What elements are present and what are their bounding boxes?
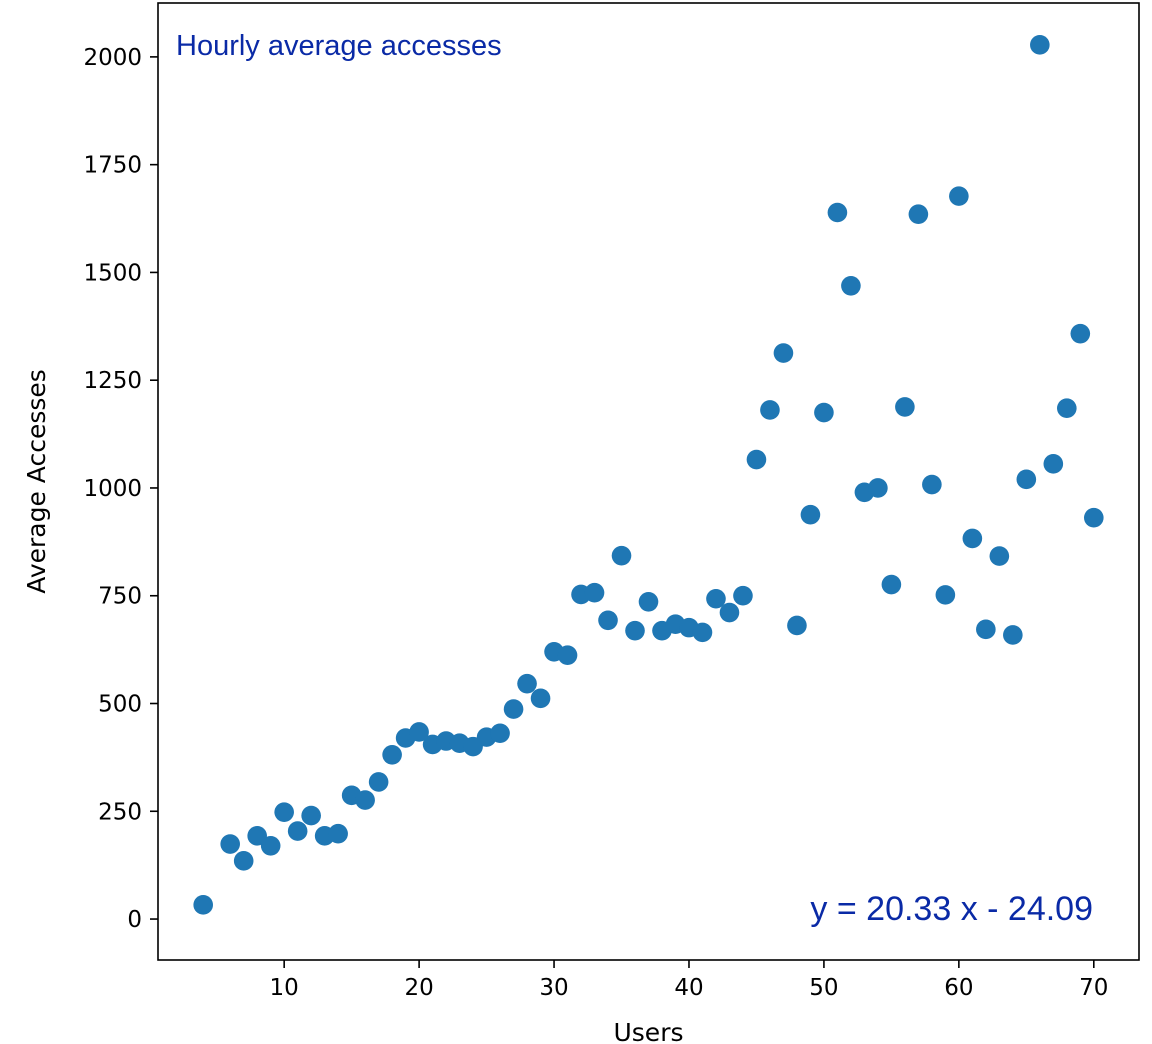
data-point	[503, 699, 524, 719]
data-point	[193, 895, 214, 915]
x-axis-label: Users	[613, 1018, 683, 1044]
data-point	[760, 400, 780, 420]
data-point	[1003, 625, 1023, 645]
data-point	[868, 478, 888, 498]
plot-frame	[157, 2, 1140, 961]
data-point	[895, 397, 915, 417]
y-tick-label: 1000	[83, 476, 142, 502]
y-axis-ticks: 0 250 500 750 1000 1250 1500 1750 2000	[83, 45, 158, 933]
data-point	[598, 610, 618, 631]
data-point	[517, 673, 537, 694]
data-point	[692, 622, 713, 643]
y-tick-label: 250	[98, 799, 142, 825]
data-point	[773, 343, 794, 363]
data-point	[962, 528, 983, 549]
data-point	[328, 823, 348, 844]
y-tick-label: 1750	[83, 153, 142, 179]
chart-annotation-top-left: Hourly average accesses	[176, 30, 502, 62]
data-point	[611, 545, 632, 566]
data-point	[301, 805, 321, 826]
data-point	[557, 645, 578, 666]
data-point	[949, 186, 969, 206]
data-point	[922, 474, 942, 495]
data-point	[490, 723, 510, 744]
data-point	[827, 202, 848, 223]
data-point	[233, 851, 254, 871]
data-point	[976, 619, 996, 640]
x-tick-label: 30	[539, 975, 568, 1001]
data-point	[908, 204, 929, 225]
data-point	[530, 688, 551, 709]
data-point	[814, 402, 834, 423]
y-axis-label: Average Accesses	[22, 369, 51, 594]
y-tick-label: 1500	[83, 260, 142, 286]
y-tick-label: 1250	[83, 368, 142, 394]
y-tick-label: 750	[98, 584, 142, 610]
y-tick-label: 500	[98, 692, 142, 718]
data-point	[355, 790, 375, 810]
data-point	[800, 504, 821, 525]
data-point	[1016, 469, 1037, 490]
data-point	[625, 620, 645, 641]
x-tick-label: 60	[944, 975, 973, 1001]
data-point	[881, 574, 902, 595]
data-point	[787, 615, 807, 636]
data-point	[274, 802, 294, 822]
data-point	[1070, 323, 1091, 344]
x-tick-label: 20	[404, 975, 433, 1001]
x-axis-ticks: 10 20 30 40 50 60 70	[270, 960, 1108, 1001]
data-point	[1030, 35, 1050, 55]
data-point	[1057, 398, 1077, 419]
x-tick-label: 70	[1079, 975, 1108, 1001]
data-point	[220, 834, 240, 854]
x-tick-label: 10	[270, 975, 299, 1001]
data-point	[247, 826, 267, 846]
data-point	[706, 588, 726, 609]
x-tick-label: 50	[809, 975, 838, 1001]
data-point	[584, 582, 605, 603]
x-tick-label: 40	[674, 975, 703, 1001]
data-point	[841, 275, 861, 296]
data-point	[746, 449, 767, 470]
regression-equation-annotation: y = 20.33 x - 24.09	[810, 890, 1093, 928]
data-point	[287, 821, 308, 841]
data-point	[1083, 507, 1104, 528]
data-point	[368, 772, 389, 792]
y-tick-label: 0	[127, 907, 142, 933]
data-point	[733, 585, 753, 606]
data-points	[193, 35, 1104, 915]
data-point	[382, 745, 402, 765]
data-point	[409, 722, 429, 742]
data-point	[260, 835, 281, 856]
data-point	[989, 546, 1010, 566]
data-point	[719, 602, 740, 623]
data-point	[935, 585, 956, 605]
y-tick-label: 2000	[83, 45, 142, 71]
data-point	[638, 591, 659, 612]
data-point	[1043, 454, 1064, 474]
